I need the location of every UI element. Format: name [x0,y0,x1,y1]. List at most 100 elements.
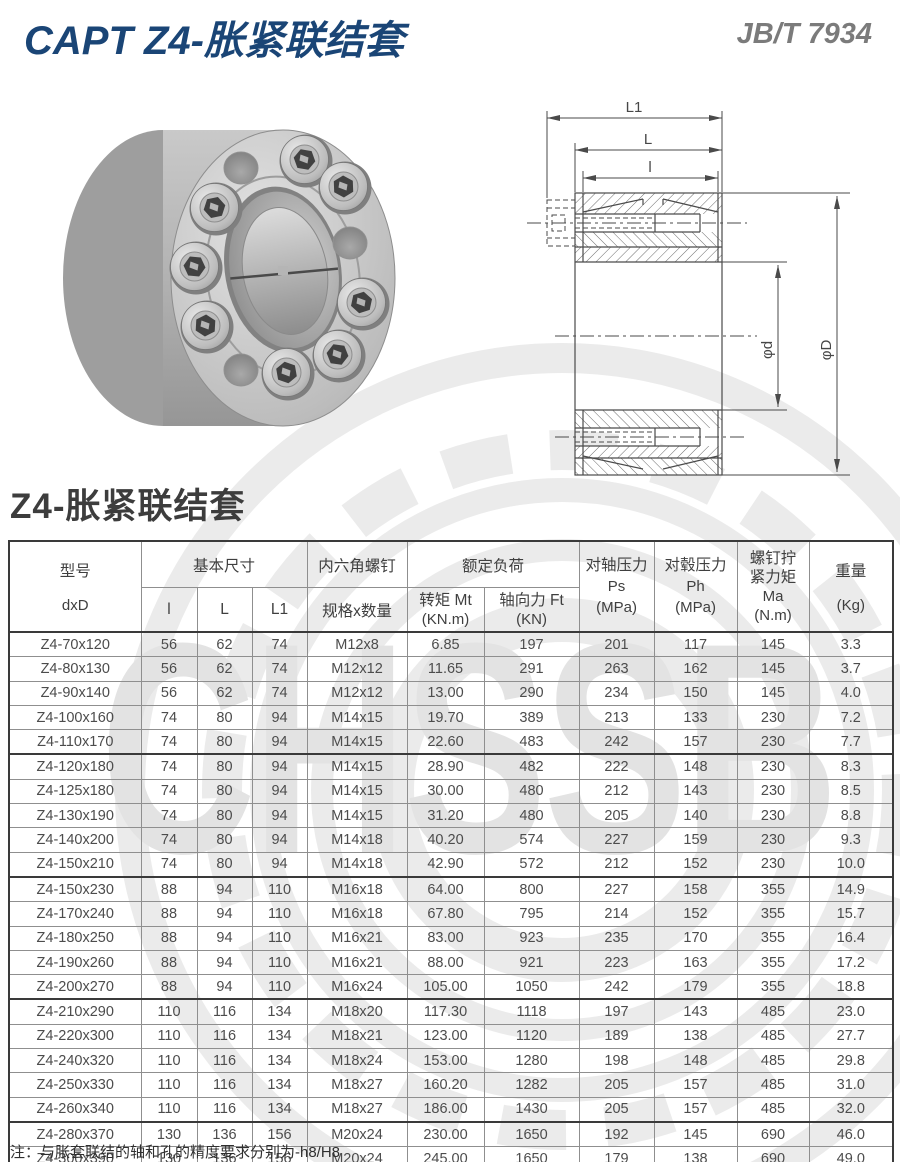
value-cell: 134 [251,1023,308,1050]
value-cell: 145 [736,680,810,706]
model-cell: Z4-170x240 [8,901,142,927]
value-cell: 64.00 [406,876,485,903]
value-cell: 110 [140,1023,198,1050]
value-cell: 923 [483,925,580,951]
table-row: Z4-210x290 110 116 134 M18x20 117.30 1118 197 14… [8,998,894,1025]
hex-socket-screw [318,161,372,215]
value-cell: 145 [736,656,810,682]
value-cell: 480 [483,803,580,829]
col-header-L1: L1 [251,587,308,633]
model-cell: Z4-180x250 [8,925,142,951]
value-cell: 198 [578,1048,655,1074]
value-cell: 110 [140,1072,198,1098]
value-cell: 138 [653,1023,738,1050]
flange-holes [223,151,368,387]
value-cell: 133 [653,704,738,731]
value-cell: 1430 [483,1096,580,1123]
value-cell: 212 [578,778,655,805]
value-cell: 62 [196,631,253,658]
model-cell: Z4-130x190 [8,803,142,829]
value-cell: 56 [140,631,198,658]
value-cell: 94 [251,753,308,780]
value-cell: 67.80 [406,901,485,927]
value-cell: 138 [653,1146,738,1162]
value-cell: 214 [578,901,655,927]
table-row: Z4-260x340 110 116 134 M18x27 186.00 1430 205 15… [8,1096,894,1123]
value-cell: 572 [483,851,580,878]
col-header-spec-qty: 规格x数量 [306,587,408,633]
dim-label-l: l [648,159,651,176]
value-cell: 157 [653,729,738,756]
value-cell: 1280 [483,1048,580,1074]
value-cell: 197 [483,631,580,658]
value-cell: 42.90 [406,851,485,878]
value-cell: 123.00 [406,1023,485,1050]
value-cell: 110 [251,949,308,976]
value-cell: 230 [736,827,810,853]
spec-table: 型号 dxD 基本尺寸 内六角螺钉 额定负荷 对轴压力 Ps (MPa) 对毂压… [8,540,895,1162]
col-header-torque: 转矩 Mt (KN.m) [406,587,485,633]
value-cell: 290 [483,680,580,706]
value-cell: 291 [483,656,580,682]
value-cell: 14.9 [808,876,894,903]
model-cell: Z4-200x270 [8,974,142,1001]
table-row: Z4-220x300 110 116 134 M18x21 123.00 1120 189 13… [8,1023,894,1050]
value-cell: M16x18 [306,901,408,927]
value-cell: 1282 [483,1072,580,1098]
value-cell: 80 [196,778,253,805]
value-cell: 74 [140,753,198,780]
value-cell: 230 [736,729,810,756]
hex-socket-screw [261,347,315,401]
value-cell: 8.5 [808,778,894,805]
value-cell: 94 [251,803,308,829]
value-cell: M14x18 [306,827,408,853]
value-cell: 94 [251,729,308,756]
hex-socket-screw [279,134,333,188]
model-cell: Z4-110x170 [8,729,142,756]
value-cell: 150 [653,680,738,706]
value-cell: 49.0 [808,1146,894,1162]
value-cell: 4.0 [808,680,894,706]
table-row: Z4-110x170 74 80 94 M14x15 22.60 483 242 157 230 7… [8,729,894,756]
value-cell: M14x15 [306,753,408,780]
model-cell: Z4-120x180 [8,753,142,780]
model-cell: Z4-150x210 [8,851,142,878]
table-row: Z4-150x210 74 80 94 M14x18 42.90 572 212 152 230 1… [8,851,894,878]
model-cell: Z4-125x180 [8,778,142,805]
value-cell: 80 [196,729,253,756]
model-cell: Z4-140x200 [8,827,142,853]
value-cell: 3.7 [808,656,894,682]
value-cell: 170 [653,925,738,951]
value-cell: M18x27 [306,1072,408,1098]
value-cell: 16.4 [808,925,894,951]
value-cell: 242 [578,729,655,756]
value-cell: 74 [251,631,308,658]
value-cell: 17.2 [808,949,894,976]
value-cell: 74 [140,729,198,756]
value-cell: 110 [140,998,198,1025]
value-cell: M14x18 [306,851,408,878]
col-header-l: l [140,587,198,633]
value-cell: 134 [251,1096,308,1123]
value-cell: 795 [483,901,580,927]
value-cell: M12x12 [306,680,408,706]
dim-label-phi-d: φd [759,341,776,359]
value-cell: 355 [736,901,810,927]
value-cell: 9.3 [808,827,894,853]
col-header-basic-dims: 基本尺寸 [140,540,308,588]
value-cell: 83.00 [406,925,485,951]
value-cell: 56 [140,680,198,706]
value-cell: 23.0 [808,998,894,1025]
value-cell: 355 [736,925,810,951]
model-cell: Z4-260x340 [8,1096,142,1123]
spec-table-body: Z4-70x120 56 62 74 M12x8 6.85 197 201 117 145 3.3 Z… [8,631,894,1162]
value-cell: 94 [196,974,253,1001]
model-cell: Z4-90x140 [8,680,142,706]
value-cell: 134 [251,1072,308,1098]
value-cell: 145 [736,631,810,658]
dim-label-phi-D: φD [818,340,835,361]
value-cell: 134 [251,998,308,1025]
value-cell: 212 [578,851,655,878]
value-cell: 197 [578,998,655,1025]
table-row: Z4-100x160 74 80 94 M14x15 19.70 389 213 133 230 7… [8,704,894,731]
